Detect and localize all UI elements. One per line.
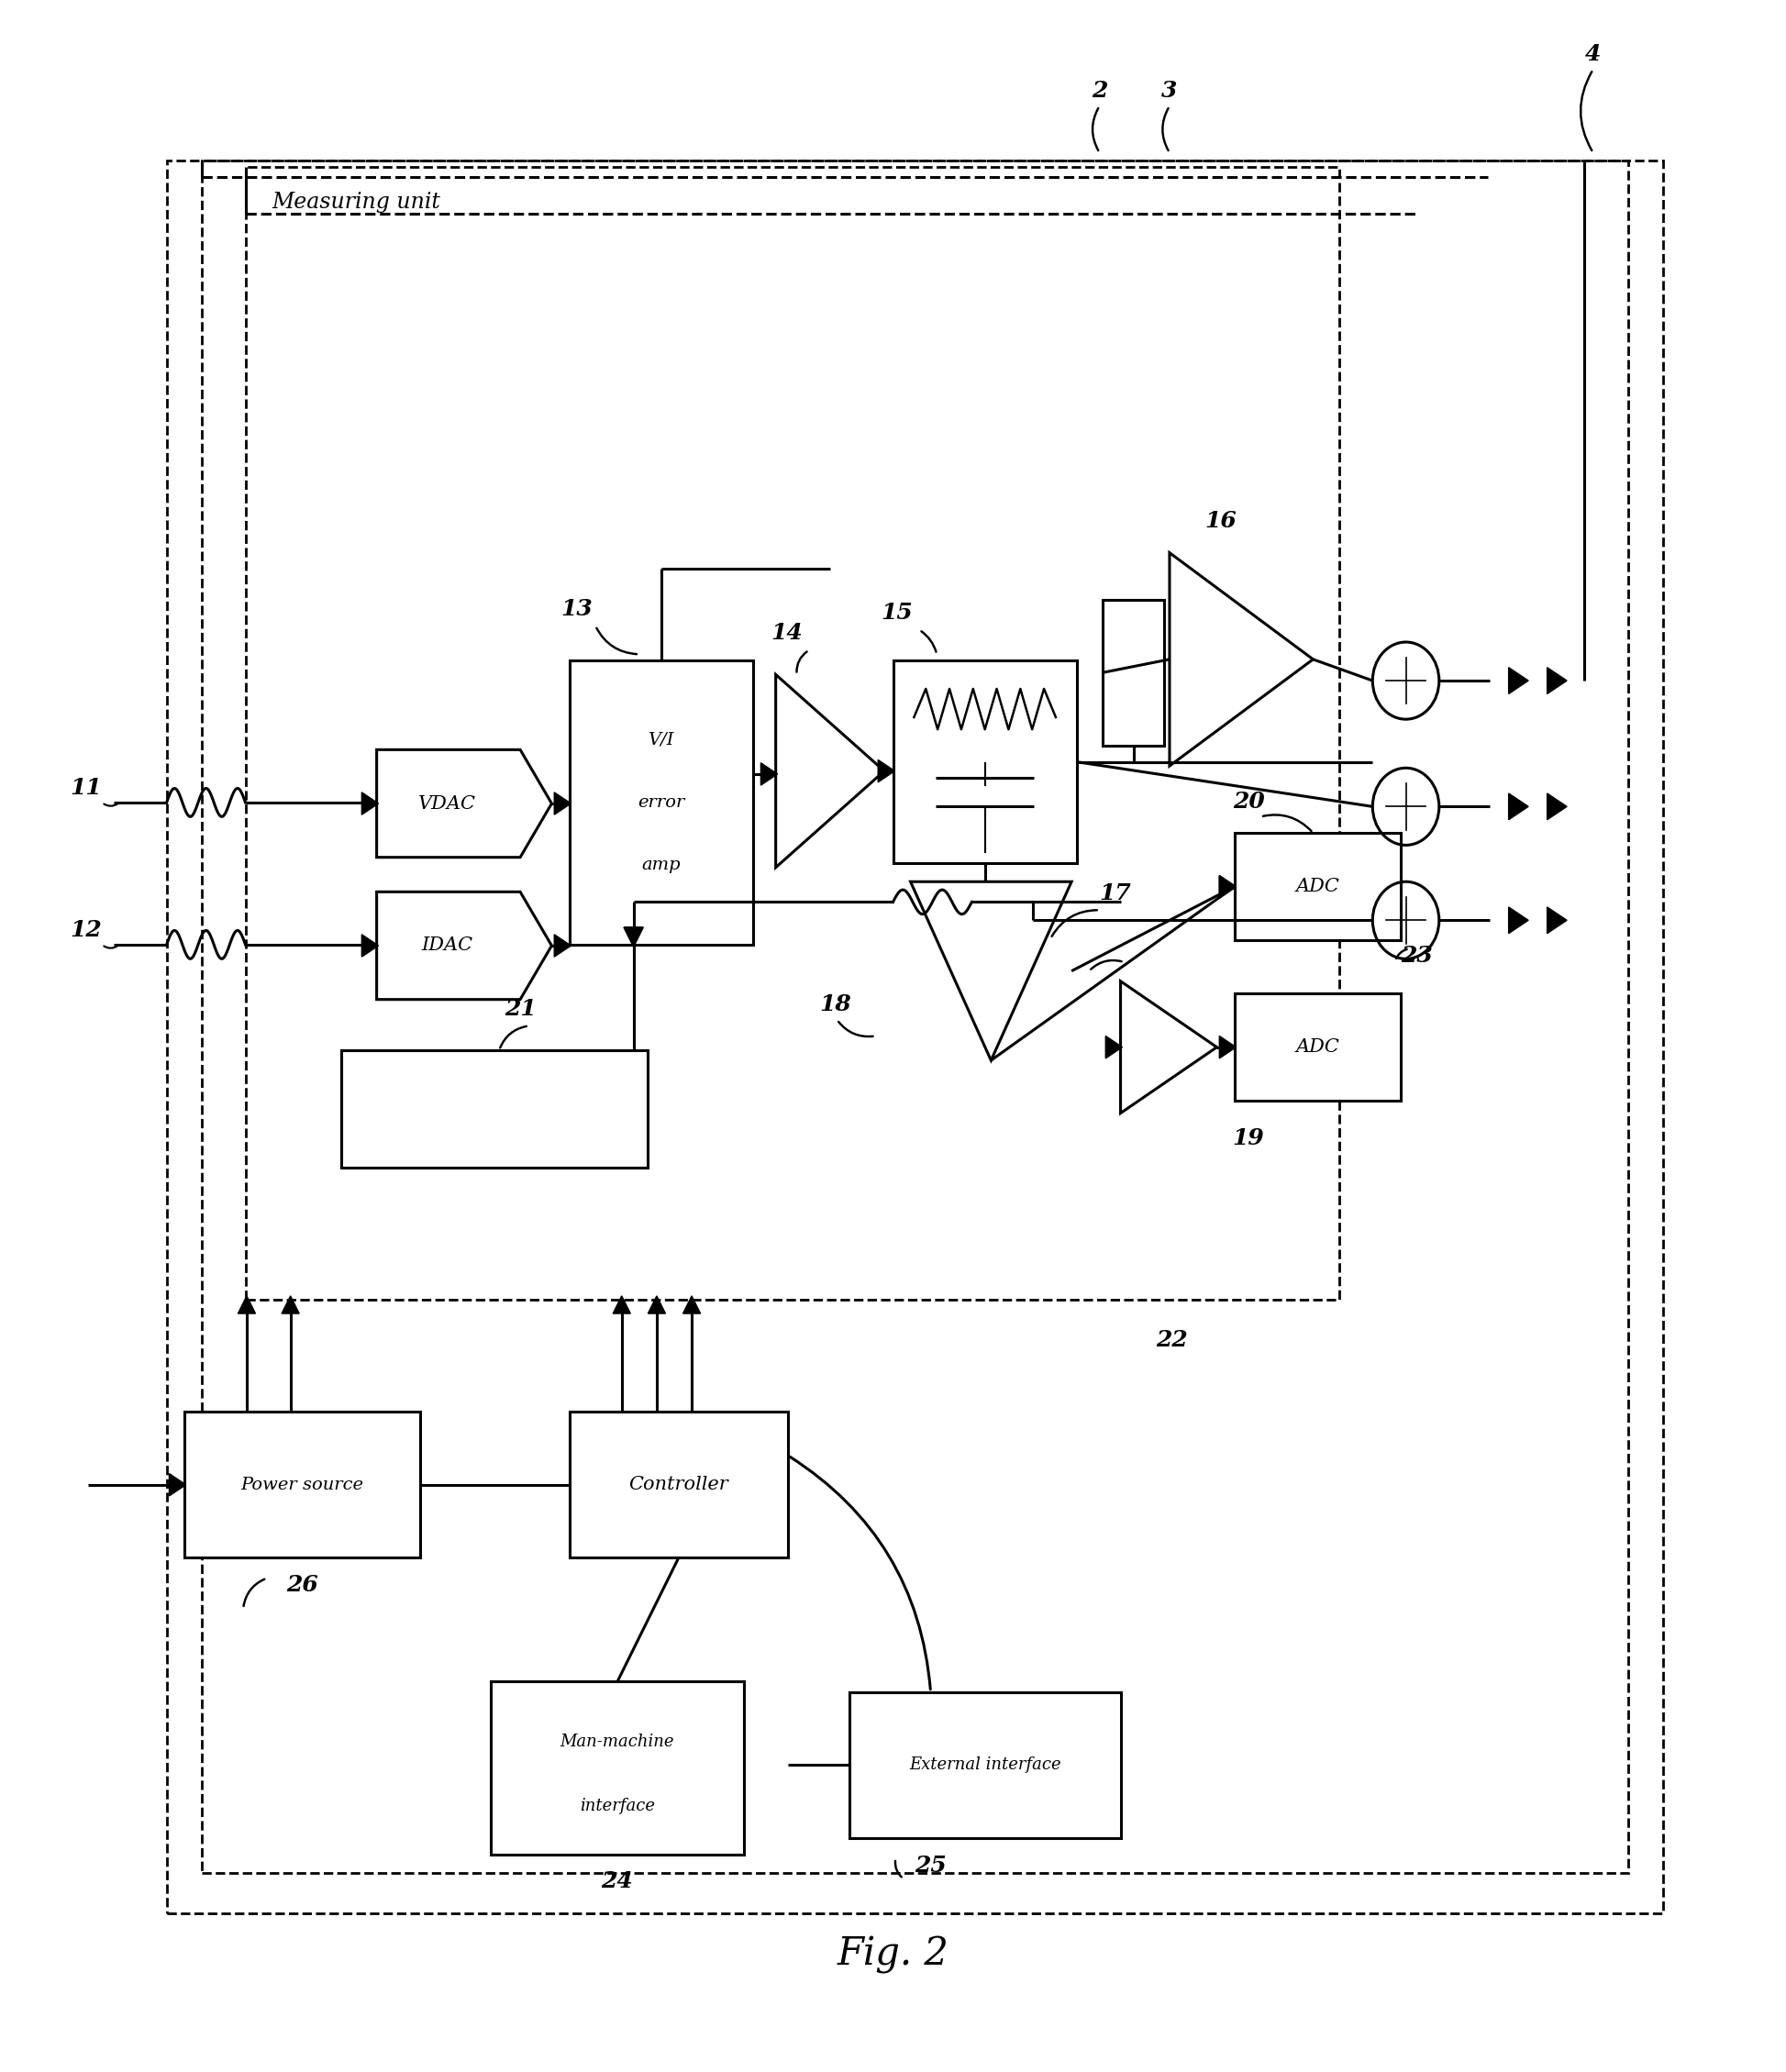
Text: 17: 17 [1100,883,1131,903]
Polygon shape [554,934,572,957]
Polygon shape [613,1295,630,1314]
Polygon shape [170,1473,186,1496]
Text: 24: 24 [602,1871,634,1892]
Polygon shape [1120,982,1216,1113]
Text: 12: 12 [70,920,102,941]
Text: error: error [638,794,684,810]
Polygon shape [1220,876,1236,897]
Polygon shape [1220,876,1236,897]
Bar [893,661,1077,864]
Bar [341,1051,648,1169]
Bar [570,661,754,945]
Polygon shape [879,760,895,783]
Text: 18: 18 [820,995,852,1015]
Text: 22: 22 [1156,1328,1188,1351]
Polygon shape [1509,908,1529,934]
Text: 21: 21 [504,999,536,1019]
Text: 16: 16 [1204,510,1236,533]
Text: Power source: Power source [241,1477,364,1494]
Text: External interface: External interface [909,1757,1061,1774]
Text: Controller: Controller [629,1475,729,1494]
Text: 14: 14 [770,622,802,644]
Polygon shape [1509,667,1529,694]
Polygon shape [363,792,379,814]
Text: Man-machine: Man-machine [561,1734,675,1751]
Text: ADC: ADC [1295,1038,1340,1057]
Polygon shape [1509,794,1529,821]
Text: 25: 25 [914,1854,947,1877]
Bar [245,168,1340,1299]
Polygon shape [282,1295,300,1314]
Polygon shape [682,1295,700,1314]
Bar [184,1411,420,1558]
Text: 2: 2 [1091,81,1107,102]
Polygon shape [1547,667,1566,694]
Bar [1234,833,1400,941]
Polygon shape [238,1295,255,1314]
Polygon shape [1106,1036,1122,1059]
Bar [850,1693,1120,1838]
Text: 23: 23 [1400,945,1432,968]
Polygon shape [775,675,884,868]
Text: 26: 26 [286,1575,318,1595]
Text: IDAC: IDAC [421,937,473,955]
Bar [1234,992,1400,1100]
Polygon shape [761,762,777,785]
Text: Measuring unit: Measuring unit [271,191,441,213]
Polygon shape [1547,908,1566,934]
Bar [570,1411,788,1558]
Text: 11: 11 [70,777,102,800]
Text: interface: interface [580,1798,655,1815]
Text: 3: 3 [1161,81,1177,102]
Polygon shape [1170,553,1313,767]
Text: 19: 19 [1232,1127,1264,1150]
Bar [202,162,1629,1873]
Text: VDAC: VDAC [418,796,475,812]
Polygon shape [554,792,572,814]
Text: 15: 15 [880,601,913,624]
Bar [166,162,1663,1912]
Polygon shape [623,928,643,947]
Text: Fig. 2: Fig. 2 [838,1935,948,1975]
Text: 4: 4 [1586,44,1600,66]
Text: 13: 13 [561,597,593,620]
Polygon shape [377,750,552,858]
Text: ADC: ADC [1295,879,1340,895]
Polygon shape [648,1295,666,1314]
Bar [491,1682,745,1854]
Polygon shape [377,891,552,999]
Polygon shape [1547,794,1566,821]
Text: V/I: V/I [648,731,673,748]
Polygon shape [1220,1036,1236,1059]
Text: amp: amp [641,856,680,872]
Text: 20: 20 [1232,792,1264,812]
Polygon shape [623,928,643,947]
Bar [1104,599,1164,746]
Polygon shape [363,934,379,957]
Polygon shape [911,883,1072,1061]
